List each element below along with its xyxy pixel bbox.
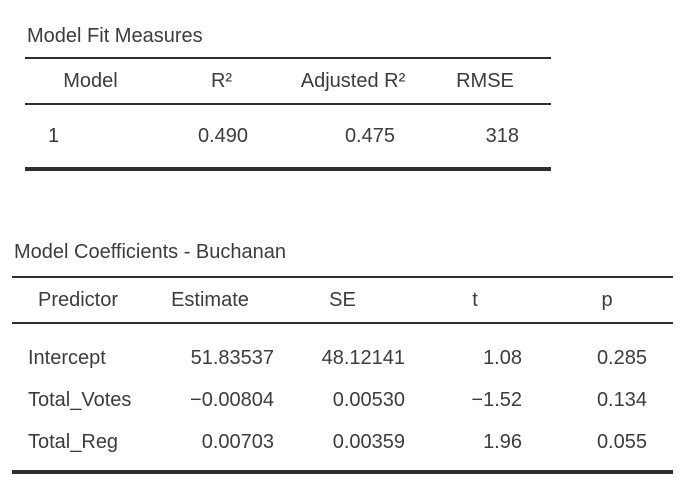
cell-p: 0.134 xyxy=(596,388,647,411)
column-header-se: SE xyxy=(276,277,409,324)
model-fit-title: Model Fit Measures xyxy=(27,25,203,47)
cell-predictor: Intercept xyxy=(28,346,106,369)
cell-t: 1.96 xyxy=(483,430,522,453)
cell-p: 0.055 xyxy=(596,430,647,453)
column-header-t: t xyxy=(409,277,541,324)
cell-estimate: 51.83537 xyxy=(190,346,274,369)
cell-r-squared: 0.490 xyxy=(197,124,248,147)
cell-estimate: 0.00703 xyxy=(201,430,274,453)
column-header-predictor: Predictor xyxy=(12,277,144,324)
cell-p: 0.285 xyxy=(596,346,647,369)
column-header-p: p xyxy=(541,277,673,324)
coefficients-row-intercept: Intercept 51.83537 48.12141 1.08 0.285 xyxy=(12,323,673,379)
model-fit-header-row: Model R² Adjusted R² RMSE xyxy=(25,58,551,105)
model-fit-table: Model R² Adjusted R² RMSE 1 0.490 0.475 … xyxy=(25,57,551,171)
cell-estimate: −0.00804 xyxy=(190,388,274,411)
cell-adjusted-r-squared: 0.475 xyxy=(344,124,395,147)
model-coefficients-table: Predictor Estimate SE t p Intercept 51.8… xyxy=(12,276,673,474)
column-header-r-squared: R² xyxy=(156,58,287,105)
cell-predictor: Total_Reg xyxy=(28,430,119,453)
cell-se: 0.00359 xyxy=(332,430,405,453)
cell-se: 0.00530 xyxy=(332,388,405,411)
cell-se: 48.12141 xyxy=(321,346,405,369)
column-header-model: Model xyxy=(25,58,156,105)
column-header-adjusted-r-squared: Adjusted R² xyxy=(287,58,419,105)
cell-model-number: 1 xyxy=(48,124,60,147)
column-header-rmse: RMSE xyxy=(419,58,551,105)
model-coefficients-title: Model Coefficients - Buchanan xyxy=(14,241,287,263)
coefficients-row-total-votes: Total_Votes −0.00804 0.00530 −1.52 0.134 xyxy=(12,379,673,421)
model-coefficients-section: Model Coefficients - Buchanan Predictor … xyxy=(12,241,673,474)
coefficients-header-row: Predictor Estimate SE t p xyxy=(12,277,673,324)
column-header-estimate: Estimate xyxy=(144,277,276,324)
model-fit-section: Model Fit Measures Model R² Adjusted R² … xyxy=(25,25,551,171)
model-fit-row-1: 1 0.490 0.475 318 xyxy=(25,104,551,169)
cell-rmse: 318 xyxy=(485,124,519,147)
cell-t: −1.52 xyxy=(471,388,522,411)
coefficients-row-total-reg: Total_Reg 0.00703 0.00359 1.96 0.055 xyxy=(12,421,673,472)
cell-predictor: Total_Votes xyxy=(28,388,132,411)
cell-t: 1.08 xyxy=(483,346,522,369)
